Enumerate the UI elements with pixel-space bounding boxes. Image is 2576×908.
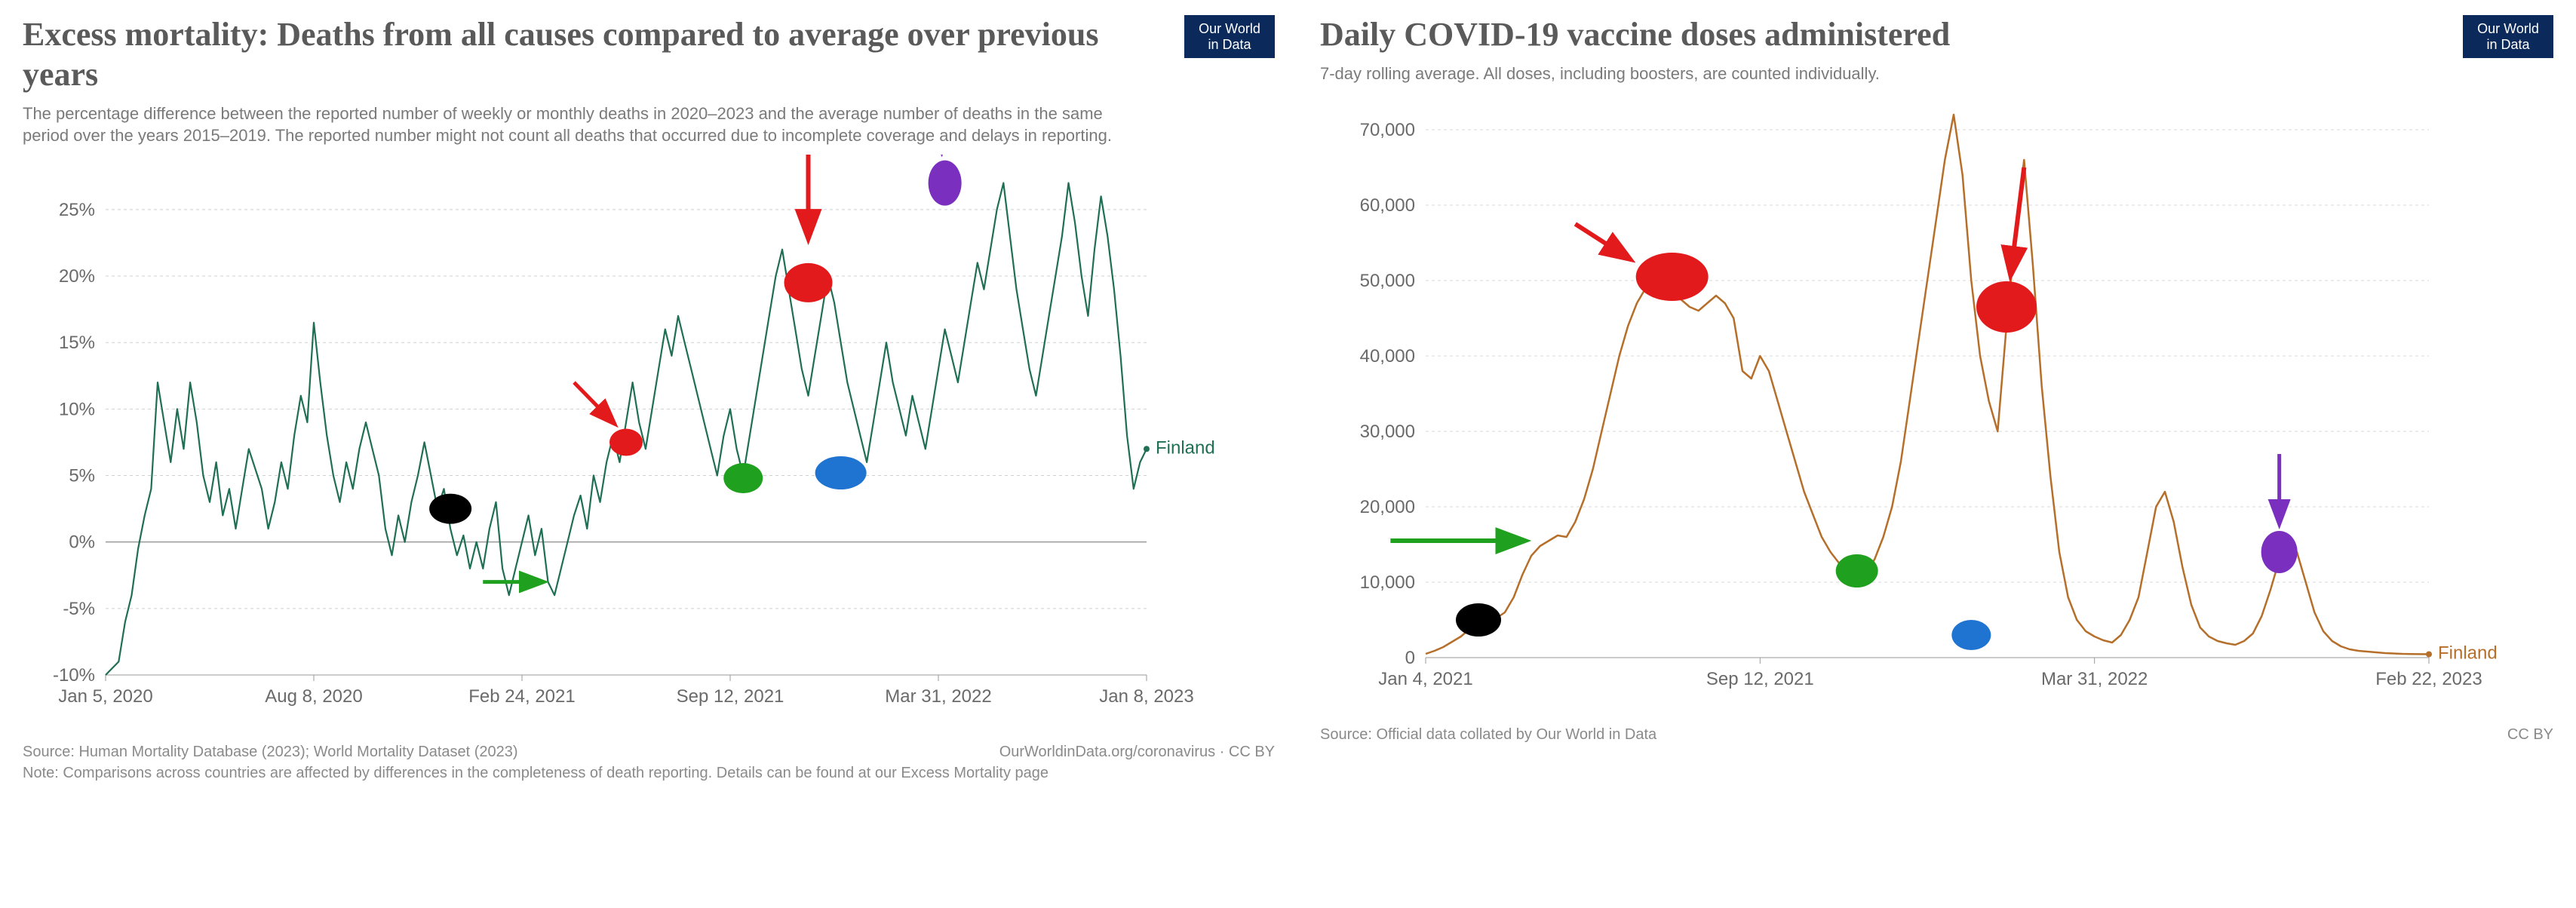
badge-line2: in Data xyxy=(1192,37,1267,53)
svg-text:10,000: 10,000 xyxy=(1360,572,1415,593)
annotation-marker xyxy=(1951,620,1991,650)
left-subtitle: The percentage difference between the re… xyxy=(23,103,1116,147)
annotation-arrow xyxy=(574,382,613,422)
svg-text:70,000: 70,000 xyxy=(1360,120,1415,140)
annotation-marker xyxy=(815,456,867,489)
svg-text:Jan 5, 2020: Jan 5, 2020 xyxy=(58,686,152,707)
svg-text:15%: 15% xyxy=(59,333,95,353)
left-title: Excess mortality: Deaths from all causes… xyxy=(23,15,1116,95)
svg-text:Mar 31, 2022: Mar 31, 2022 xyxy=(885,686,991,707)
svg-text:0%: 0% xyxy=(69,532,95,553)
svg-text:30,000: 30,000 xyxy=(1360,422,1415,442)
annotation-arrow xyxy=(2011,167,2025,273)
annotation-marker xyxy=(1976,281,2037,333)
series-label: Finland xyxy=(1156,437,1215,458)
svg-text:40,000: 40,000 xyxy=(1360,346,1415,367)
excess-mortality-chart: -10% -5% 0% 5% 10% 15% 20% 25% Jan 5, 2020 Aug 8,… xyxy=(23,155,1260,728)
left-note: Note: Comparisons across countries are a… xyxy=(23,765,1049,781)
series-line xyxy=(1426,115,2429,655)
svg-text:Sep 12, 2021: Sep 12, 2021 xyxy=(1706,669,1814,689)
annotation-marker xyxy=(2261,531,2298,573)
annotation-marker xyxy=(1456,603,1501,637)
annotation-marker xyxy=(429,494,471,524)
annotation-marker xyxy=(723,463,763,493)
svg-text:Feb 22, 2023: Feb 22, 2023 xyxy=(2375,669,2482,689)
svg-text:Jan 8, 2023: Jan 8, 2023 xyxy=(1099,686,1193,707)
right-footer: Source: Official data collated by Our Wo… xyxy=(1320,724,2553,745)
annotation-marker xyxy=(784,263,833,302)
left-chart-wrap: -10% -5% 0% 5% 10% 15% 20% 25% Jan 5, 2020 Aug 8,… xyxy=(23,155,1275,728)
svg-text:5%: 5% xyxy=(69,465,95,486)
svg-text:20%: 20% xyxy=(59,266,95,287)
annotation-marker xyxy=(1836,554,1878,587)
badge2-line1: Our World xyxy=(2470,21,2546,37)
annotation-marker xyxy=(609,428,643,456)
vaccine-doses-panel: Our World in Data Daily COVID-19 vaccine… xyxy=(1297,0,2576,908)
svg-text:Feb 24, 2021: Feb 24, 2021 xyxy=(468,686,575,707)
svg-text:0: 0 xyxy=(1405,648,1415,668)
annotation-marker xyxy=(929,161,962,206)
svg-text:Aug 8, 2020: Aug 8, 2020 xyxy=(265,686,362,707)
badge2-line2: in Data xyxy=(2470,37,2546,53)
right-attribution: CC BY xyxy=(2507,724,2553,745)
owid-badge-2: Our World in Data xyxy=(2463,15,2553,58)
svg-text:Jan 4, 2021: Jan 4, 2021 xyxy=(1378,669,1472,689)
svg-text:-5%: -5% xyxy=(63,599,95,619)
annotation-arrow xyxy=(1575,224,1628,258)
right-source: Source: Official data collated by Our Wo… xyxy=(1320,726,1656,743)
svg-text:Mar 31, 2022: Mar 31, 2022 xyxy=(2041,669,2148,689)
svg-text:Sep 12, 2021: Sep 12, 2021 xyxy=(677,686,784,707)
left-attribution: OurWorldinData.org/coronavirus · CC BY xyxy=(999,741,1275,762)
right-title: Daily COVID-19 vaccine doses administere… xyxy=(1320,15,2414,55)
svg-text:-10%: -10% xyxy=(53,665,95,686)
left-source: Source: Human Mortality Database (2023);… xyxy=(23,744,518,760)
svg-text:50,000: 50,000 xyxy=(1360,271,1415,291)
owid-badge: Our World in Data xyxy=(1184,15,1275,58)
svg-text:25%: 25% xyxy=(59,200,95,220)
annotation-marker xyxy=(1636,253,1709,301)
vaccine-doses-chart: 0 10,000 20,000 30,000 40,000 50,000 60,000 70,… xyxy=(1320,92,2542,710)
svg-text:20,000: 20,000 xyxy=(1360,497,1415,517)
right-chart-wrap: 0 10,000 20,000 30,000 40,000 50,000 60,000 70,… xyxy=(1320,92,2553,710)
left-footer: Source: Human Mortality Database (2023);… xyxy=(23,741,1275,784)
excess-mortality-panel: Our World in Data Excess mortality: Deat… xyxy=(0,0,1297,908)
right-subtitle: 7-day rolling average. All doses, includ… xyxy=(1320,63,2414,85)
badge-line1: Our World xyxy=(1192,21,1267,37)
svg-text:10%: 10% xyxy=(59,399,95,419)
svg-text:60,000: 60,000 xyxy=(1360,195,1415,216)
series-label: Finland xyxy=(2438,643,2498,664)
